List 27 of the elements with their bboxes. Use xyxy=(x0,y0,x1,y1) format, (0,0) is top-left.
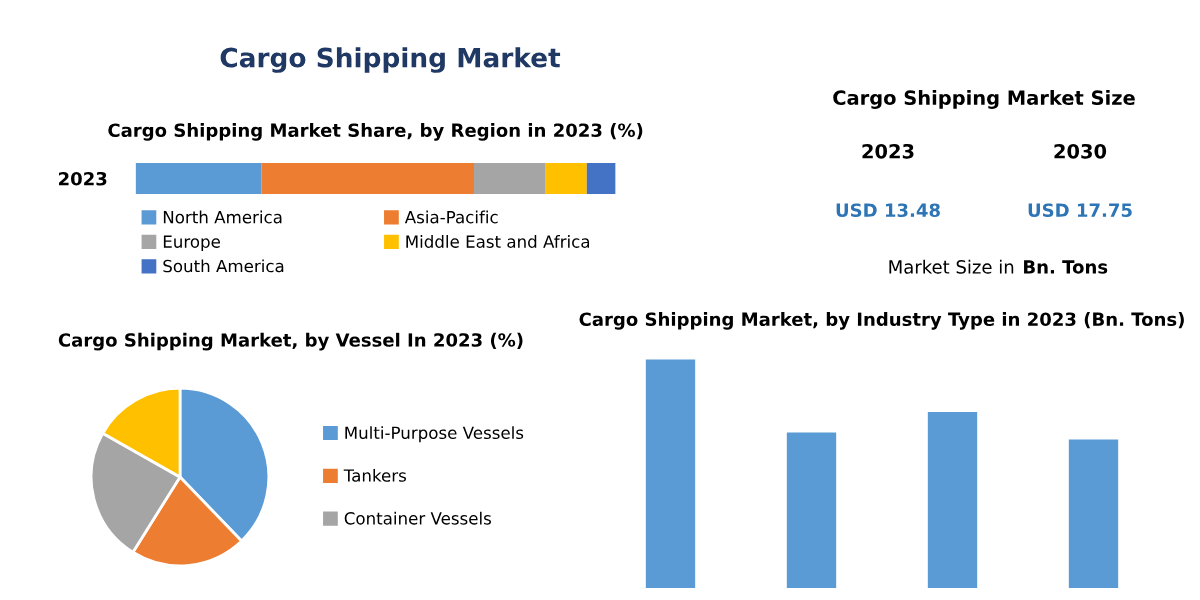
bar xyxy=(786,432,837,588)
text: Cargo Shipping Market xyxy=(220,47,561,73)
bar xyxy=(586,162,616,195)
legend-label: Europe xyxy=(163,235,220,252)
bar xyxy=(1068,439,1119,588)
chart-title: Cargo Shipping Market, by Vessel In 2023 (%) xyxy=(58,332,523,351)
legend-label: Asia-Pacific xyxy=(404,210,498,224)
legend-label: North America xyxy=(163,210,282,224)
text: Cargo Shipping Market Size xyxy=(833,90,1135,109)
chart-title: Cargo Shipping Market, by Industry Type in 2023 (Bn. Tons) xyxy=(579,312,1184,330)
data-label: USD 13.48 xyxy=(836,203,940,218)
bar xyxy=(545,162,587,195)
bar xyxy=(135,162,262,195)
category-label: 2030 xyxy=(1054,143,1107,159)
text: Bn. Tons xyxy=(1024,260,1108,274)
text: Market Size in xyxy=(889,259,1014,274)
data-label: USD 17.75 xyxy=(1028,203,1132,218)
bar xyxy=(474,162,546,195)
bar xyxy=(645,359,696,588)
text: Cargo Shipping Market Share, by Region in 2023 (%) xyxy=(108,123,643,141)
legend-label: Container Vessels xyxy=(344,511,491,525)
legend-label: South America xyxy=(163,259,284,273)
category-label: 2023 xyxy=(59,171,107,186)
legend-label: Tankers xyxy=(343,468,406,482)
legend-label: Multi-Purpose Vessels xyxy=(345,426,524,443)
bar xyxy=(927,412,978,588)
legend-label: Middle East and Africa xyxy=(406,234,590,248)
